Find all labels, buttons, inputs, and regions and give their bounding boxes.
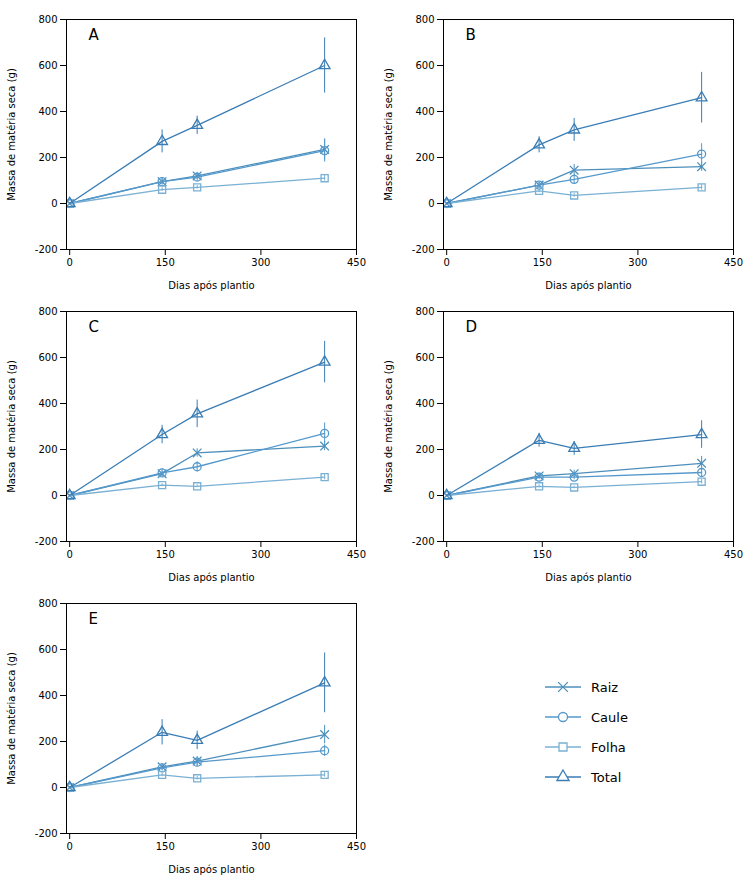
html-text:Folha: Folha bbox=[591, 739, 626, 755]
svg-text:0: 0 bbox=[51, 198, 57, 209]
svg-text:Dias após plantio: Dias após plantio bbox=[168, 572, 254, 583]
svg-text:800: 800 bbox=[38, 14, 57, 25]
svg-text:A: A bbox=[88, 26, 99, 44]
svg-text:0: 0 bbox=[443, 257, 449, 268]
svg-text:300: 300 bbox=[251, 841, 270, 852]
svg-text:400: 400 bbox=[38, 106, 57, 117]
svg-text:Massa de matéria seca (g): Massa de matéria seca (g) bbox=[382, 360, 393, 493]
html-text:Total: Total bbox=[591, 769, 622, 785]
svg-text:150: 150 bbox=[155, 549, 174, 560]
svg-text:-200: -200 bbox=[34, 828, 57, 839]
svg-text:E: E bbox=[88, 610, 97, 628]
svg-text:450: 450 bbox=[346, 841, 365, 852]
svg-text:600: 600 bbox=[415, 60, 434, 71]
svg-text:200: 200 bbox=[415, 444, 434, 455]
svg-text:800: 800 bbox=[415, 14, 434, 25]
svg-text:Massa de matéria seca (g): Massa de matéria seca (g) bbox=[5, 68, 16, 201]
svg-text:0: 0 bbox=[51, 782, 57, 793]
svg-text:800: 800 bbox=[38, 598, 57, 609]
svg-text:150: 150 bbox=[155, 257, 174, 268]
html-text:Raiz: Raiz bbox=[591, 679, 619, 695]
svg-text:300: 300 bbox=[628, 549, 647, 560]
svg-text:150: 150 bbox=[532, 549, 551, 560]
svg-text:Dias após plantio: Dias após plantio bbox=[168, 864, 254, 875]
svg-text:D: D bbox=[465, 318, 477, 336]
svg-text:400: 400 bbox=[415, 106, 434, 117]
svg-text:0: 0 bbox=[66, 841, 72, 852]
svg-text:Dias após plantio: Dias após plantio bbox=[545, 572, 631, 583]
svg-text:Massa de matéria seca (g): Massa de matéria seca (g) bbox=[5, 652, 16, 785]
svg-text:600: 600 bbox=[415, 352, 434, 363]
svg-text:400: 400 bbox=[38, 398, 57, 409]
svg-text:300: 300 bbox=[628, 257, 647, 268]
svg-text:450: 450 bbox=[723, 549, 742, 560]
svg-text:300: 300 bbox=[251, 257, 270, 268]
svg-text:150: 150 bbox=[155, 841, 174, 852]
svg-text:200: 200 bbox=[38, 736, 57, 747]
svg-text:-200: -200 bbox=[411, 536, 434, 547]
svg-text:200: 200 bbox=[415, 152, 434, 163]
svg-text:600: 600 bbox=[38, 60, 57, 71]
svg-text:600: 600 bbox=[38, 644, 57, 655]
svg-text:800: 800 bbox=[38, 306, 57, 317]
svg-text:-200: -200 bbox=[34, 536, 57, 547]
svg-text:B: B bbox=[465, 26, 475, 44]
svg-text:Massa de matéria seca (g): Massa de matéria seca (g) bbox=[382, 68, 393, 201]
svg-text:0: 0 bbox=[428, 490, 434, 501]
svg-text:200: 200 bbox=[38, 444, 57, 455]
html-text:Caule: Caule bbox=[591, 709, 628, 725]
svg-text:Dias após plantio: Dias após plantio bbox=[168, 280, 254, 291]
svg-text:200: 200 bbox=[38, 152, 57, 163]
svg-text:300: 300 bbox=[251, 549, 270, 560]
svg-text:Massa de matéria seca (g): Massa de matéria seca (g) bbox=[5, 360, 16, 493]
svg-text:450: 450 bbox=[346, 257, 365, 268]
svg-text:0: 0 bbox=[51, 490, 57, 501]
svg-text:150: 150 bbox=[532, 257, 551, 268]
svg-text:0: 0 bbox=[428, 198, 434, 209]
svg-text:0: 0 bbox=[443, 549, 449, 560]
svg-text:Dias após plantio: Dias após plantio bbox=[545, 280, 631, 291]
svg-text:400: 400 bbox=[415, 398, 434, 409]
svg-text:0: 0 bbox=[66, 549, 72, 560]
svg-text:-200: -200 bbox=[34, 244, 57, 255]
svg-text:450: 450 bbox=[346, 549, 365, 560]
svg-text:800: 800 bbox=[415, 306, 434, 317]
svg-text:C: C bbox=[88, 318, 98, 336]
svg-text:0: 0 bbox=[66, 257, 72, 268]
svg-text:600: 600 bbox=[38, 352, 57, 363]
svg-text:400: 400 bbox=[38, 690, 57, 701]
svg-text:450: 450 bbox=[723, 257, 742, 268]
svg-text:-200: -200 bbox=[411, 244, 434, 255]
